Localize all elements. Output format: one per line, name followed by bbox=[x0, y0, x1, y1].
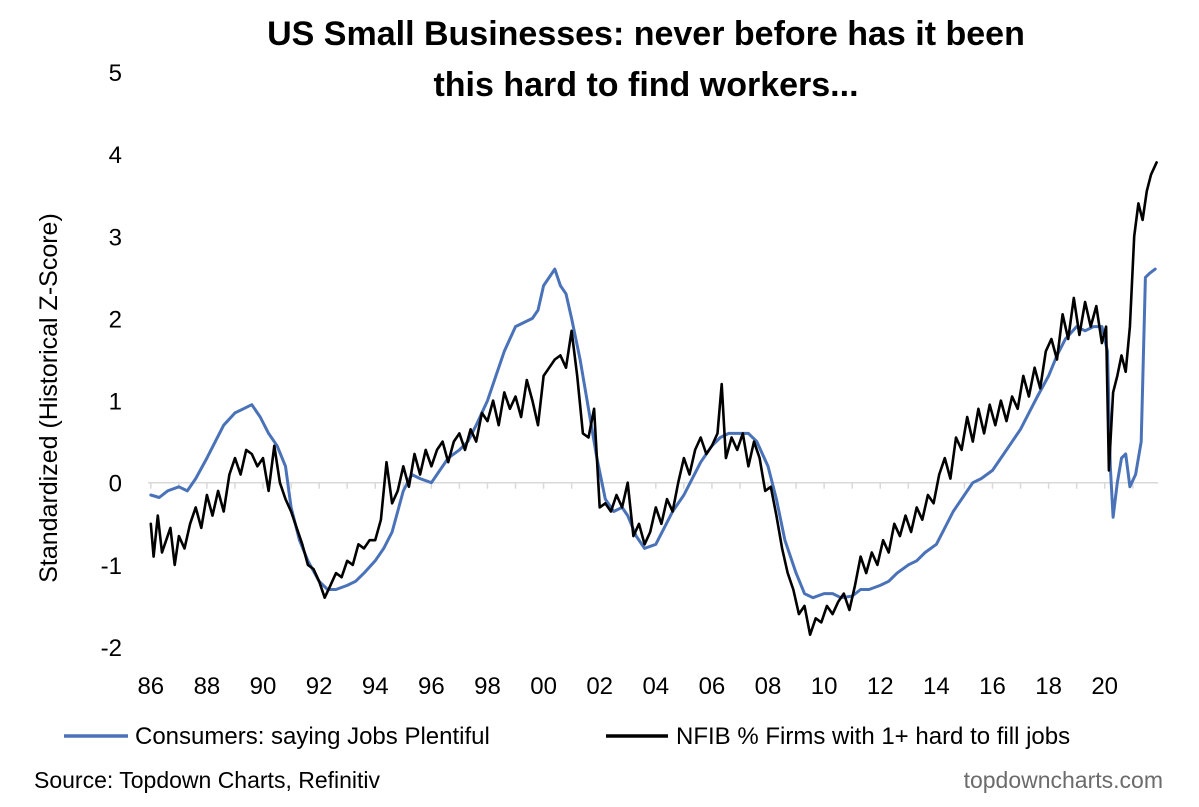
legend-label: Consumers: saying Jobs Plentiful bbox=[135, 723, 490, 750]
x-tick-label: 04 bbox=[642, 673, 669, 700]
x-tick-label: 18 bbox=[1035, 673, 1062, 700]
zero-baseline bbox=[148, 481, 1158, 489]
x-tick-label: 10 bbox=[811, 673, 838, 700]
y-tick-label: -2 bbox=[101, 635, 122, 662]
legend-label: NFIB % Firms with 1+ hard to fill jobs bbox=[676, 723, 1070, 750]
series-line-consumers-jobs-plentiful bbox=[149, 267, 1157, 600]
source-note: Source: Topdown Charts, Refinitiv bbox=[34, 767, 381, 793]
x-tick-label: 98 bbox=[474, 673, 501, 700]
series-lines bbox=[149, 161, 1158, 636]
chart-title-line: this hard to find workers... bbox=[433, 66, 858, 104]
y-axis-ticks: -2 -1 0 1 2 3 4 5 bbox=[101, 60, 122, 662]
y-tick-label: 3 bbox=[109, 224, 122, 251]
x-tick-label: 94 bbox=[362, 673, 389, 700]
x-axis-ticks: 86 88 90 92 94 96 98 00 02 04 06 08 10 12 14 16 18 20 bbox=[137, 673, 1118, 700]
y-tick-label: 0 bbox=[109, 471, 122, 498]
y-axis-title: Standardized (Historical Z-Score) bbox=[35, 213, 63, 583]
x-tick-label: 06 bbox=[699, 673, 726, 700]
y-tick-label: 1 bbox=[109, 389, 122, 416]
x-tick-label: 08 bbox=[755, 673, 782, 700]
chart-title: US Small Businesses: never before has it… bbox=[267, 15, 1025, 104]
x-tick-label: 86 bbox=[137, 673, 164, 700]
x-tick-label: 02 bbox=[586, 673, 613, 700]
footer: Source: Topdown Charts, Refinitiv topdow… bbox=[34, 767, 1163, 793]
legend: Consumers: saying Jobs Plentiful NFIB % F… bbox=[64, 723, 1070, 750]
x-tick-label: 12 bbox=[867, 673, 894, 700]
x-tick-label: 90 bbox=[250, 673, 277, 700]
x-tick-label: 14 bbox=[923, 673, 950, 700]
y-axis-title-group: Standardized (Historical Z-Score) bbox=[35, 213, 63, 583]
y-tick-label: 2 bbox=[109, 306, 122, 333]
x-tick-label: 96 bbox=[418, 673, 445, 700]
series-line-nfib-hard-to-fill bbox=[149, 161, 1158, 636]
y-tick-label: -1 bbox=[101, 553, 122, 580]
site-watermark: topdowncharts.com bbox=[964, 767, 1163, 793]
x-tick-label: 88 bbox=[194, 673, 221, 700]
x-tick-label: 00 bbox=[530, 673, 557, 700]
x-tick-label: 16 bbox=[979, 673, 1006, 700]
x-tick-label: 92 bbox=[306, 673, 333, 700]
y-tick-label: 4 bbox=[109, 142, 122, 169]
chart-title-line: US Small Businesses: never before has it… bbox=[267, 15, 1025, 53]
x-tick-label: 20 bbox=[1091, 673, 1118, 700]
y-tick-label: 5 bbox=[109, 60, 122, 87]
